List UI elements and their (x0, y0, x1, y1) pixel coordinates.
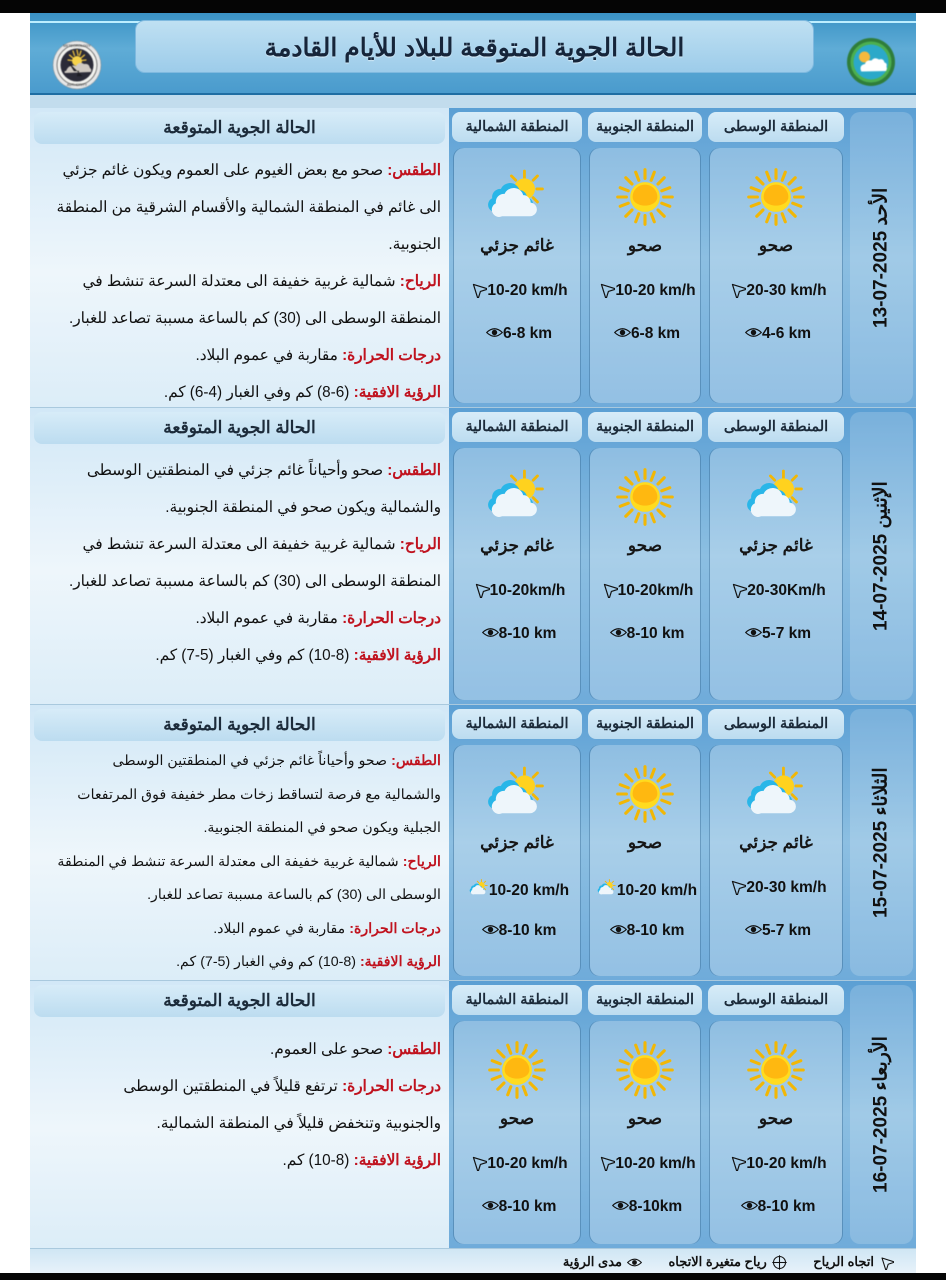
svg-text:METEOROLOGY: METEOROLOGY (63, 44, 91, 48)
svg-text:AUTHORITY: AUTHORITY (67, 83, 88, 87)
